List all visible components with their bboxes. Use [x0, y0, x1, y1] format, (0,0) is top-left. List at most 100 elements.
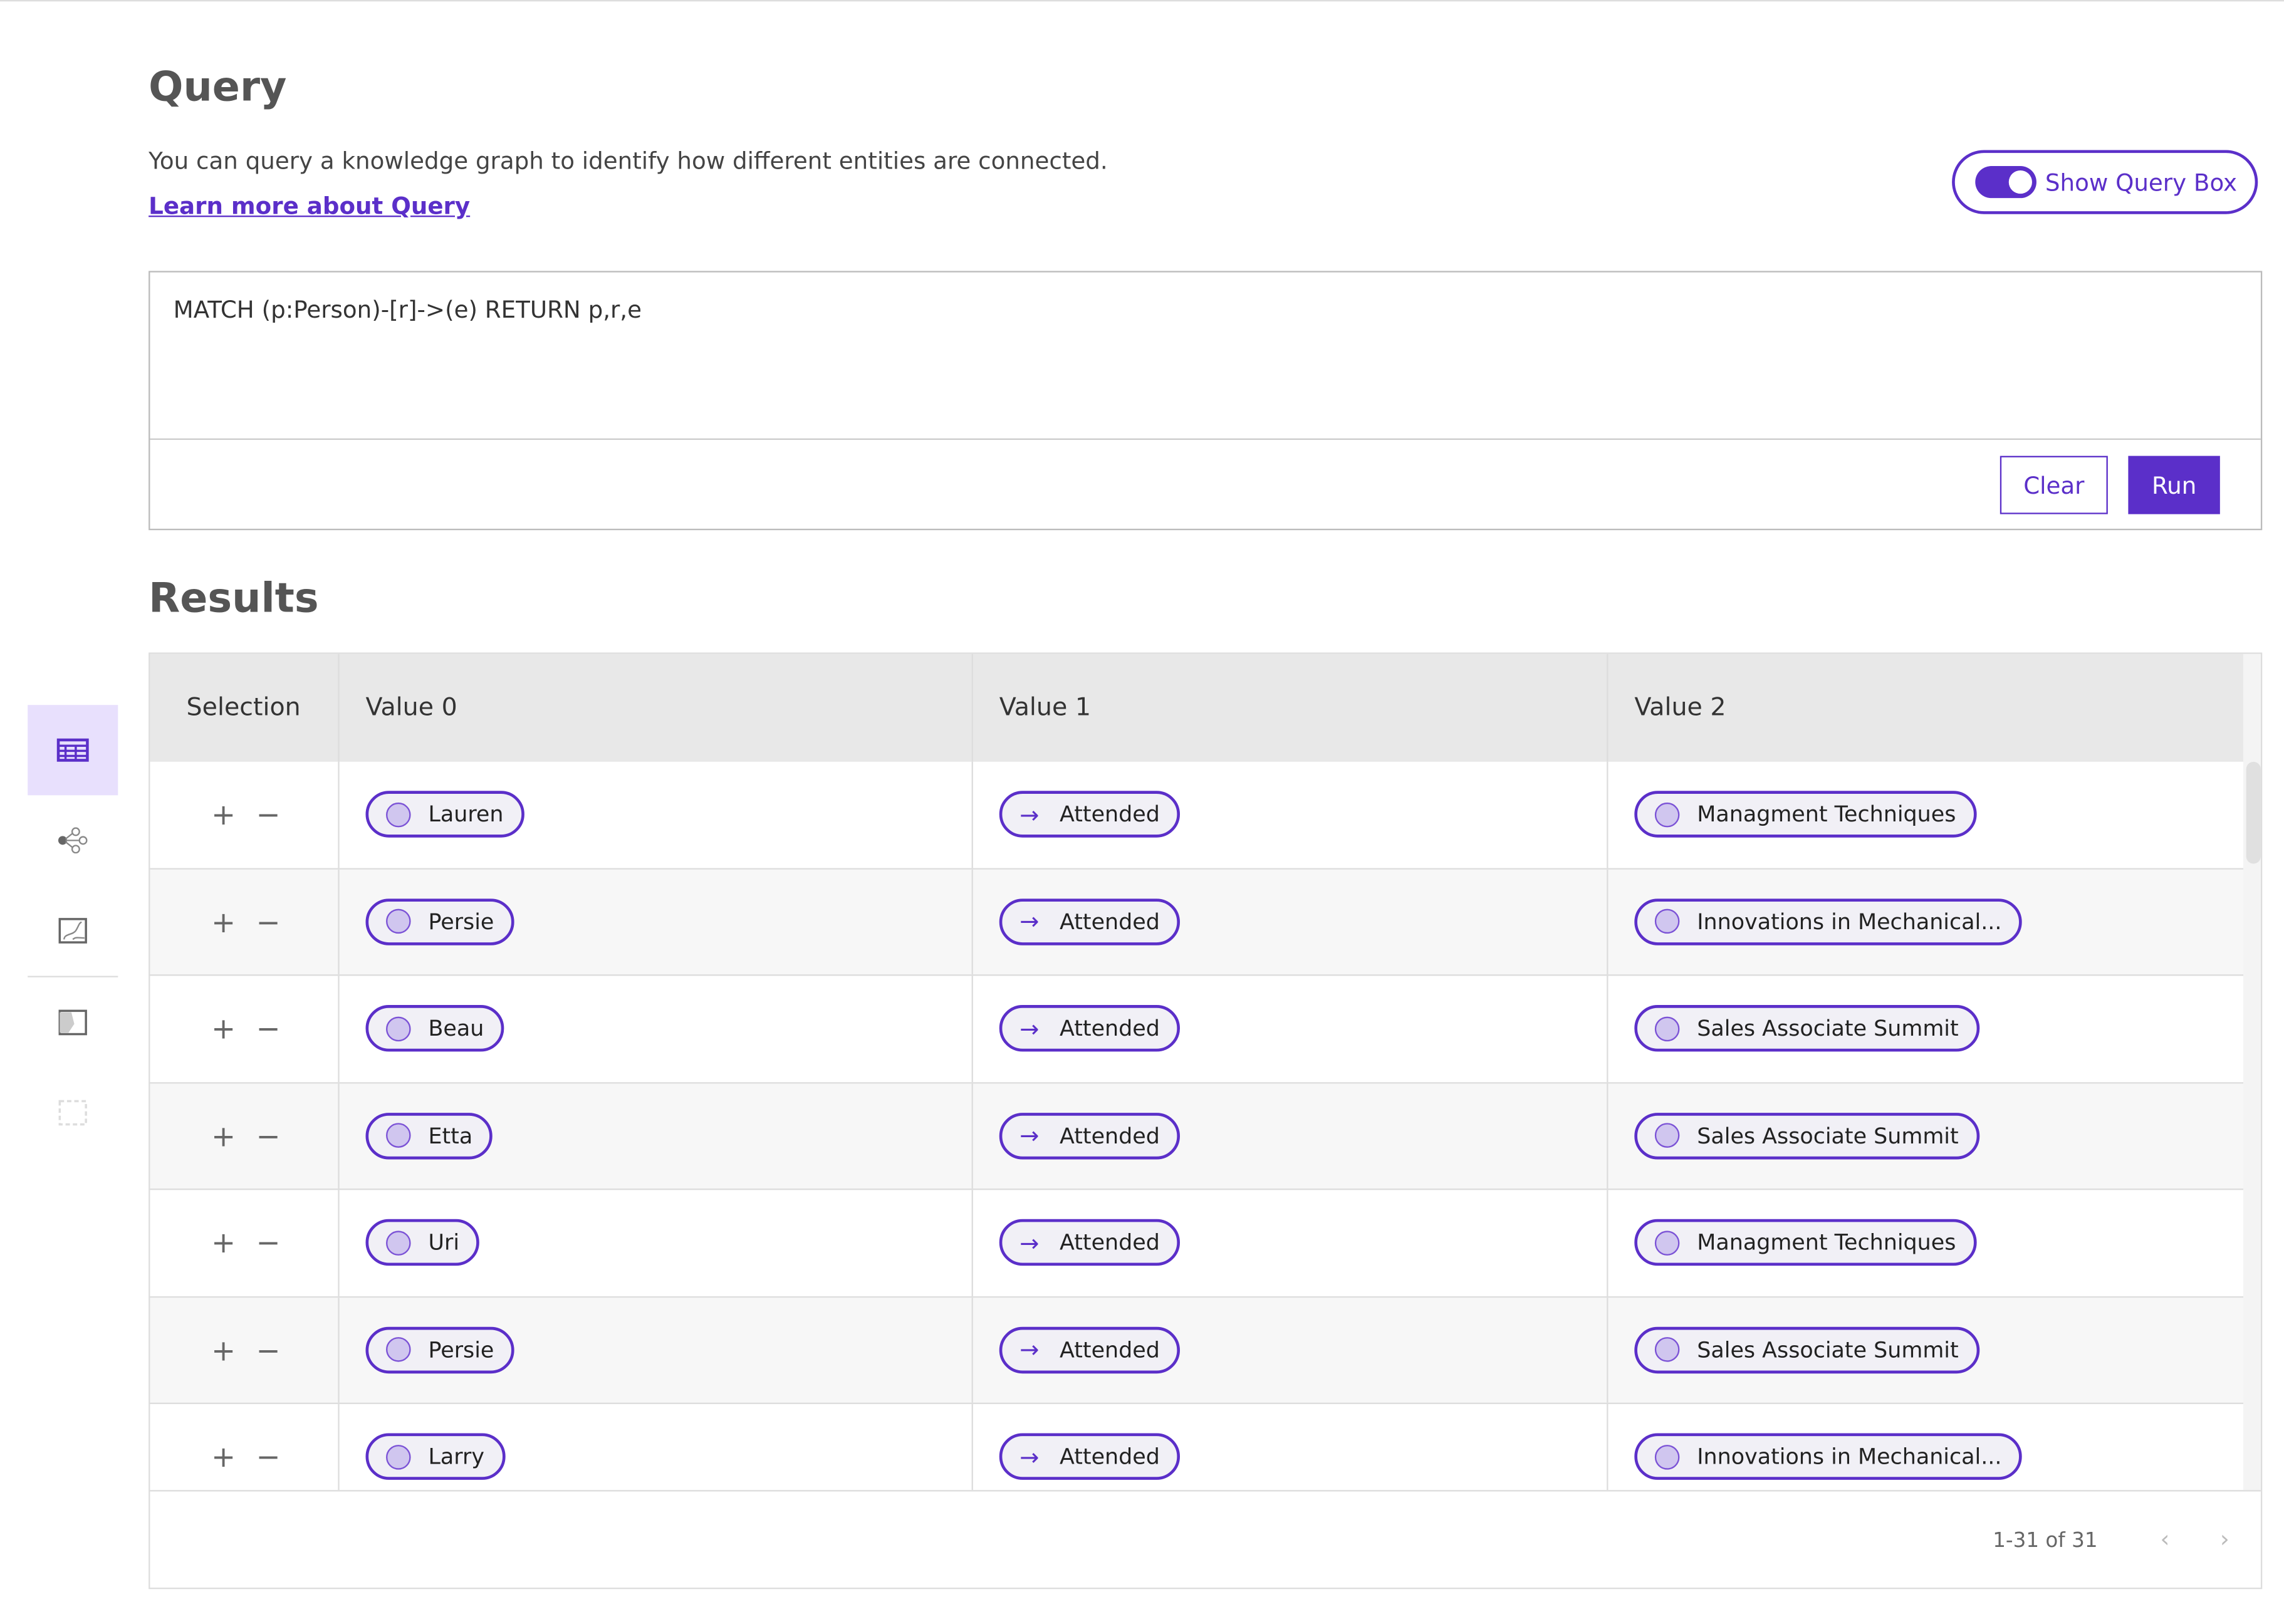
remove-selection-button[interactable]: − [256, 1225, 281, 1261]
table-row: + − Lauren → Attended Managment Techniques [150, 761, 2244, 869]
node-chip[interactable]: Sales Associate Summit [1634, 1112, 1979, 1159]
selection-cell: + − [150, 761, 340, 868]
add-selection-button[interactable]: + [211, 1118, 236, 1153]
column-header[interactable]: Value 0 [340, 653, 973, 762]
node-icon [1654, 1123, 1680, 1148]
remove-selection-button[interactable]: − [256, 797, 281, 832]
map-view-button[interactable] [28, 977, 118, 1068]
value-1-cell: → Attended [973, 1404, 1609, 1491]
node-chip[interactable]: Persie [365, 898, 514, 945]
node-icon [386, 1016, 411, 1041]
map-view-icon [58, 1009, 87, 1036]
value-0-cell: Uri [340, 1190, 973, 1296]
selection-cell: + − [150, 1297, 340, 1403]
disabled-view-button[interactable] [28, 1068, 118, 1158]
results-table: Selection Value 0 Value 1 Value 2 + − Lau… [149, 652, 2263, 1590]
relation-chip[interactable]: → Attended [999, 1434, 1181, 1481]
node-icon [386, 1337, 411, 1363]
node-label: Managment Techniques [1697, 801, 1956, 828]
table-view-icon [56, 738, 89, 762]
node-chip[interactable]: Innovations in Mechanical... [1634, 898, 2023, 945]
node-icon [1654, 909, 1680, 934]
value-1-cell: → Attended [973, 1083, 1609, 1189]
scrollbar[interactable] [2243, 653, 2261, 1491]
node-chip[interactable]: Lauren [365, 791, 524, 838]
sidebar-divider [28, 976, 118, 977]
clear-button[interactable]: Clear [2000, 455, 2108, 514]
scrollbar-thumb[interactable] [2246, 761, 2261, 864]
node-chip[interactable]: Uri [365, 1219, 480, 1266]
add-selection-button[interactable]: + [211, 1011, 236, 1046]
table-body: + − Lauren → Attended Managment Techniques… [150, 761, 2244, 1491]
remove-selection-button[interactable]: − [256, 1332, 281, 1368]
next-page-button[interactable]: › [2219, 1524, 2229, 1553]
node-chip[interactable]: Innovations in Mechanical... [1634, 1434, 2023, 1481]
node-icon [386, 1123, 411, 1148]
view-sidebar [28, 705, 118, 1158]
add-selection-button[interactable]: + [211, 1439, 236, 1475]
value-1-cell: → Attended [973, 761, 1609, 868]
relation-label: Attended [1060, 1336, 1160, 1363]
value-2-cell: Innovations in Mechanical... [1608, 869, 2243, 975]
prev-page-button[interactable]: ‹ [2160, 1524, 2170, 1553]
node-chip[interactable]: Beau [365, 1005, 504, 1053]
node-chip[interactable]: Managment Techniques [1634, 1219, 1976, 1266]
run-button[interactable]: Run [2128, 455, 2220, 514]
results-title: Results [149, 573, 319, 622]
chart-view-button[interactable] [28, 885, 118, 976]
relation-label: Attended [1060, 1444, 1160, 1470]
node-icon [1654, 802, 1680, 827]
relation-label: Attended [1060, 1122, 1160, 1149]
node-chip[interactable]: Sales Associate Summit [1634, 1005, 1979, 1053]
node-label: Persie [428, 1336, 494, 1363]
page-title: Query [149, 62, 287, 111]
relation-chip[interactable]: → Attended [999, 1326, 1181, 1373]
column-header[interactable]: Value 1 [973, 653, 1609, 762]
query-input[interactable]: MATCH (p:Person)-[r]->(e) RETURN p,r,e [150, 273, 2261, 440]
selection-cell: + − [150, 1190, 340, 1296]
learn-more-link[interactable]: Learn more about Query [149, 192, 471, 221]
remove-selection-button[interactable]: − [256, 904, 281, 939]
value-2-cell: Managment Techniques [1608, 762, 2243, 868]
toggle-switch[interactable] [1975, 166, 2036, 199]
node-icon [1654, 1337, 1680, 1363]
arrow-right-icon: → [1019, 1336, 1040, 1364]
relation-chip[interactable]: → Attended [999, 898, 1181, 945]
node-label: Larry [428, 1444, 484, 1470]
node-chip[interactable]: Sales Associate Summit [1634, 1326, 1979, 1373]
node-icon [1654, 1016, 1680, 1041]
node-label: Innovations in Mechanical... [1697, 908, 2002, 935]
selection-cell: + − [150, 1404, 340, 1491]
remove-selection-button[interactable]: − [256, 1118, 281, 1153]
node-icon [386, 1444, 411, 1470]
remove-selection-button[interactable]: − [256, 1439, 281, 1475]
node-label: Uri [428, 1229, 460, 1256]
node-label: Lauren [428, 801, 504, 828]
node-icon [1654, 1444, 1680, 1470]
relation-label: Attended [1060, 908, 1160, 935]
add-selection-button[interactable]: + [211, 904, 236, 939]
node-chip[interactable]: Larry [365, 1434, 505, 1481]
relation-chip[interactable]: → Attended [999, 791, 1181, 838]
selection-cell: + − [150, 1083, 340, 1189]
add-selection-button[interactable]: + [211, 1332, 236, 1368]
arrow-right-icon: → [1019, 1122, 1040, 1150]
node-chip[interactable]: Managment Techniques [1634, 791, 1976, 838]
graph-view-button[interactable] [28, 795, 118, 885]
relation-chip[interactable]: → Attended [999, 1219, 1181, 1266]
value-0-cell: Persie [340, 1297, 973, 1403]
show-query-box-toggle[interactable]: Show Query Box [1952, 150, 2258, 214]
add-selection-button[interactable]: + [211, 797, 236, 832]
arrow-right-icon: → [1019, 1014, 1040, 1043]
add-selection-button[interactable]: + [211, 1225, 236, 1261]
table-view-button[interactable] [28, 705, 118, 796]
column-header[interactable]: Value 2 [1634, 693, 1726, 723]
relation-label: Attended [1060, 1229, 1160, 1256]
node-chip[interactable]: Persie [365, 1326, 514, 1373]
value-2-cell: Sales Associate Summit [1608, 1297, 2243, 1403]
relation-chip[interactable]: → Attended [999, 1112, 1181, 1159]
remove-selection-button[interactable]: − [256, 1011, 281, 1046]
relation-chip[interactable]: → Attended [999, 1005, 1181, 1053]
node-chip[interactable]: Etta [365, 1112, 493, 1159]
table-row: + − Larry → Attended Innovations in Mechan… [150, 1404, 2243, 1491]
